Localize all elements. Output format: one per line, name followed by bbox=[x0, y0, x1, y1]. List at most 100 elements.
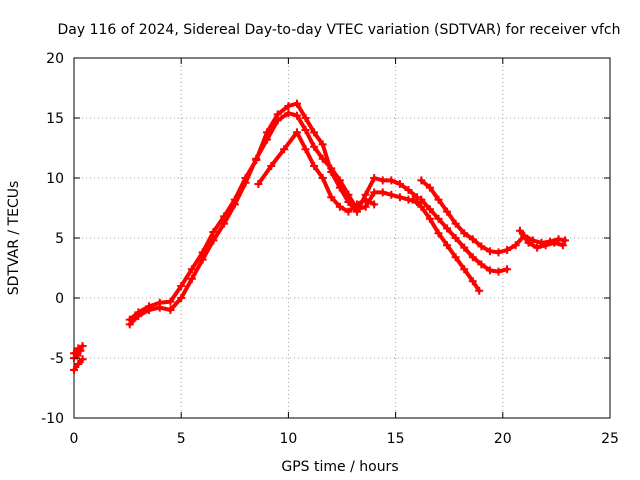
data-point bbox=[451, 219, 460, 228]
data-point bbox=[541, 241, 550, 250]
data-point bbox=[187, 274, 196, 283]
series-line bbox=[256, 130, 377, 214]
data-point bbox=[155, 303, 164, 312]
data-point bbox=[434, 214, 443, 223]
data-point bbox=[220, 219, 229, 228]
data-point bbox=[443, 241, 452, 250]
data-point bbox=[74, 360, 83, 368]
data-point bbox=[434, 229, 443, 238]
data-point bbox=[475, 286, 484, 295]
data-point bbox=[554, 235, 563, 244]
data-point bbox=[335, 202, 344, 211]
data-point bbox=[425, 214, 434, 223]
data-point bbox=[370, 174, 379, 182]
data-point bbox=[209, 236, 218, 245]
data-point bbox=[425, 183, 434, 192]
data-point bbox=[280, 145, 289, 154]
y-tick-label: 10 bbox=[46, 171, 64, 187]
data-point bbox=[477, 260, 486, 269]
x-tick-label: 10 bbox=[279, 431, 297, 447]
data-point bbox=[76, 346, 85, 355]
data-point bbox=[301, 126, 310, 134]
data-point bbox=[558, 241, 567, 250]
y-axis-ticks: -10 -5 0 5 10 15 20 bbox=[41, 51, 610, 427]
x-tick-label: 20 bbox=[494, 431, 512, 447]
series-segment-lower-branch bbox=[254, 128, 379, 216]
data-point bbox=[503, 265, 512, 274]
data-point bbox=[524, 238, 533, 247]
data-point bbox=[417, 195, 426, 204]
series-segment-early-2 bbox=[70, 355, 87, 374]
data-point bbox=[292, 99, 301, 108]
data-point bbox=[460, 229, 469, 238]
y-tick-label: -5 bbox=[50, 351, 64, 367]
data-point bbox=[187, 265, 196, 274]
y-tick-label: 20 bbox=[46, 51, 64, 67]
data-point bbox=[378, 176, 387, 185]
data-point bbox=[318, 154, 327, 163]
data-point bbox=[301, 145, 310, 154]
data-point bbox=[70, 366, 78, 374]
data-point bbox=[468, 277, 477, 286]
data-point bbox=[344, 190, 353, 199]
series-segment-late-tail bbox=[515, 226, 567, 252]
data-point bbox=[370, 188, 379, 197]
y-tick-label: 0 bbox=[55, 291, 64, 307]
data-point bbox=[78, 355, 87, 364]
data-point bbox=[78, 342, 87, 350]
x-axis-title: GPS time / hours bbox=[281, 459, 398, 475]
data-point bbox=[209, 228, 218, 236]
data-point bbox=[241, 178, 250, 187]
data-point bbox=[198, 255, 207, 264]
data-point bbox=[254, 180, 263, 188]
data-point bbox=[395, 193, 404, 202]
data-point bbox=[468, 253, 477, 262]
x-tick-label: 0 bbox=[70, 431, 79, 447]
data-point bbox=[494, 267, 503, 276]
data-point bbox=[477, 242, 486, 251]
data-point bbox=[318, 174, 327, 182]
data-point bbox=[443, 207, 452, 216]
data-point bbox=[387, 176, 396, 185]
data-point bbox=[292, 111, 301, 120]
data-point bbox=[443, 224, 452, 233]
data-point bbox=[353, 200, 362, 209]
data-point bbox=[177, 294, 186, 302]
data-point bbox=[404, 186, 413, 194]
data-point bbox=[494, 248, 503, 257]
data-point bbox=[318, 140, 327, 149]
data-point bbox=[284, 102, 293, 110]
data-point bbox=[370, 200, 379, 209]
x-tick-label: 15 bbox=[387, 431, 405, 447]
series-segment-late-3 bbox=[408, 195, 484, 295]
data-point bbox=[230, 200, 239, 209]
data-point bbox=[361, 202, 370, 211]
series-layer bbox=[70, 99, 569, 374]
series-line bbox=[127, 101, 419, 322]
data-point bbox=[262, 135, 271, 144]
series-segment-main-1 bbox=[125, 99, 422, 324]
data-point bbox=[134, 312, 143, 320]
data-point bbox=[460, 265, 469, 274]
data-point bbox=[395, 180, 404, 188]
data-point bbox=[344, 207, 353, 216]
data-point bbox=[327, 193, 336, 202]
data-point bbox=[310, 142, 319, 151]
data-point bbox=[335, 176, 344, 185]
data-point bbox=[252, 154, 261, 163]
data-point bbox=[284, 109, 293, 118]
data-point bbox=[408, 195, 417, 204]
chart-title: Day 116 of 2024, Sidereal Day-to-day VTE… bbox=[57, 22, 620, 38]
data-point bbox=[378, 188, 387, 197]
data-point bbox=[511, 241, 520, 250]
data-point bbox=[560, 236, 569, 245]
data-point bbox=[301, 114, 310, 122]
data-point bbox=[310, 162, 319, 170]
y-tick-label: -10 bbox=[41, 411, 64, 427]
data-point bbox=[125, 320, 134, 329]
data-point bbox=[425, 205, 434, 214]
data-point bbox=[434, 195, 443, 204]
data-point bbox=[515, 226, 524, 235]
series-line bbox=[127, 111, 419, 327]
